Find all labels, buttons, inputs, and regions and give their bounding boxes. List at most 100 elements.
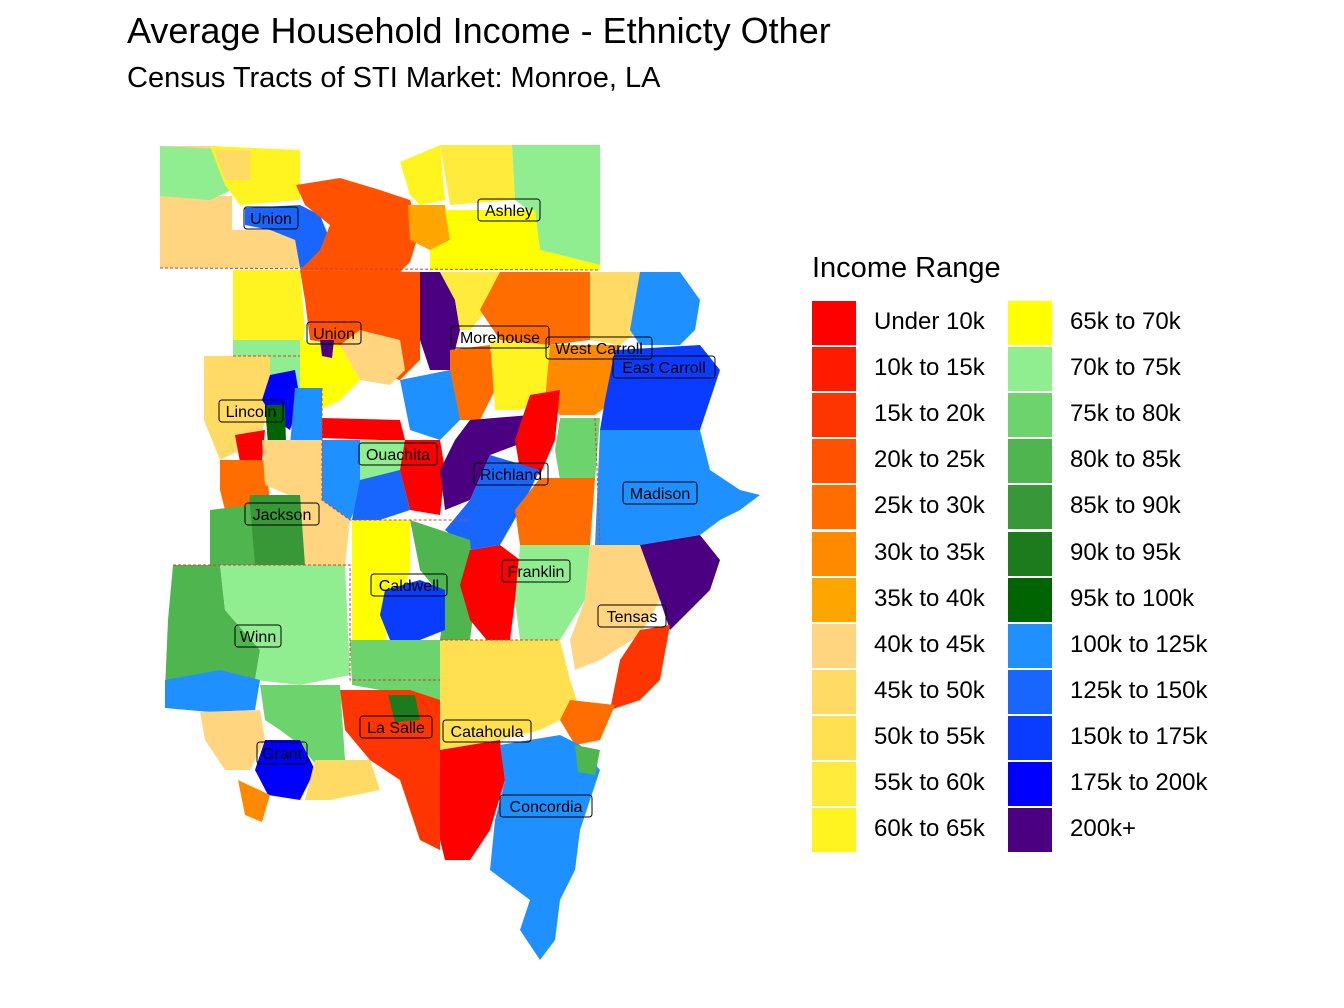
- legend-swatch: [1008, 393, 1052, 438]
- legend-swatch: [812, 531, 856, 576]
- boundary-line: [594, 417, 601, 546]
- legend-label: 25k to 30k: [874, 492, 985, 520]
- legend-label: 70k to 75k: [1070, 354, 1181, 382]
- tract-region: [200, 710, 265, 770]
- tract-region: [265, 405, 286, 445]
- svg-text:West Carroll: West Carroll: [555, 341, 643, 358]
- county-label: Jackson: [244, 502, 320, 526]
- tract-region: [640, 535, 720, 630]
- svg-text:Union: Union: [313, 326, 355, 343]
- legend-swatch: [1008, 623, 1052, 668]
- boundary-line: [321, 388, 470, 521]
- tract-region: [400, 440, 445, 515]
- svg-text:Tensas: Tensas: [607, 609, 658, 626]
- tract-region: [232, 230, 300, 268]
- tract-region: [210, 505, 255, 565]
- legend-label: 200k+: [1070, 815, 1137, 843]
- legend-swatch: [812, 577, 856, 622]
- tract-region: [305, 760, 380, 800]
- tract-region: [322, 418, 405, 440]
- svg-text:Winn: Winn: [240, 629, 276, 646]
- legend-label: 150k to 175k: [1070, 722, 1208, 750]
- tract-region: [595, 430, 760, 545]
- tract-region: [260, 685, 345, 770]
- legend-swatch: [1008, 762, 1052, 806]
- county-label: East Carroll: [612, 355, 716, 379]
- boundary-line: [173, 564, 440, 681]
- tract-region: [408, 205, 450, 250]
- svg-text:Union: Union: [250, 211, 292, 228]
- legend-label: 75k to 80k: [1070, 400, 1181, 428]
- tract-region: [388, 695, 420, 722]
- svg-text:Madison: Madison: [630, 486, 690, 503]
- tract-region: [400, 145, 445, 205]
- tract-region: [480, 272, 600, 345]
- tract-region: [630, 272, 700, 345]
- county-label: La Salle: [359, 715, 433, 739]
- tract-region: [450, 345, 495, 420]
- legend-label: 30k to 35k: [874, 538, 985, 566]
- svg-text:Ouachita: Ouachita: [366, 447, 430, 464]
- legend-swatch: [1008, 577, 1052, 622]
- svg-text:Lincoln: Lincoln: [226, 404, 277, 421]
- tract-region: [490, 735, 600, 960]
- legend-swatch: [1008, 347, 1052, 392]
- county-label: Franklin: [501, 559, 571, 583]
- tract-region: [515, 390, 560, 475]
- legend-label: 90k to 95k: [1070, 538, 1181, 566]
- tract-region: [165, 670, 260, 712]
- tract-region: [560, 700, 615, 745]
- tract-region: [235, 430, 265, 462]
- county-label: Union: [306, 321, 362, 345]
- county-label: Union: [243, 206, 299, 230]
- county-label: Madison: [622, 481, 698, 505]
- tract-region: [410, 520, 475, 640]
- county-label: Tensas: [597, 604, 667, 628]
- county-labels: Union Ashley Union Morehouse West Carrol…: [218, 198, 716, 818]
- legend-label: Under 10k: [874, 308, 985, 335]
- tract-region: [420, 272, 460, 370]
- tract-region: [515, 478, 595, 545]
- map-title: Average Household Income - Ethnicty Othe…: [127, 10, 831, 51]
- tract-region: [575, 745, 600, 775]
- tract-region: [245, 495, 305, 565]
- tract-region: [296, 178, 420, 272]
- legend-label: 45k to 50k: [874, 676, 985, 704]
- tract-region: [380, 580, 445, 640]
- county-label: Concordia: [499, 794, 593, 818]
- legend-label: 50k to 55k: [874, 722, 985, 750]
- tract-region: [515, 545, 590, 640]
- tract-region: [220, 565, 350, 685]
- legend-swatch: [1008, 485, 1052, 530]
- svg-text:La Salle: La Salle: [367, 720, 425, 737]
- tract-region: [352, 470, 410, 520]
- tract-region: [600, 345, 720, 430]
- legend-swatch: [812, 301, 856, 345]
- legend-label: 100k to 125k: [1070, 630, 1208, 658]
- legend-swatch: [1008, 301, 1052, 345]
- county-label: Ashley: [477, 198, 541, 222]
- choropleth-map: Union Ashley Union Morehouse West Carrol…: [159, 145, 760, 960]
- legend-swatch: [812, 762, 856, 806]
- boundary-line: [159, 267, 601, 271]
- tract-region: [545, 345, 620, 415]
- legend-label: 85k to 90k: [1070, 492, 1181, 520]
- legend-swatch: [1008, 669, 1052, 714]
- legend-swatch: [812, 715, 856, 760]
- svg-text:East Carroll: East Carroll: [622, 360, 706, 377]
- svg-text:Concordia: Concordia: [510, 799, 583, 816]
- tract-region: [590, 272, 640, 345]
- legend-swatch: [812, 347, 856, 392]
- county-label: Grant: [256, 741, 308, 765]
- legend-label: 60k to 65k: [874, 815, 985, 843]
- tract-region: [350, 640, 440, 700]
- county-label: West Carroll: [545, 336, 653, 360]
- legend-label: 20k to 25k: [874, 446, 985, 474]
- svg-text:Ashley: Ashley: [485, 203, 533, 220]
- tract-region: [245, 205, 330, 268]
- tract-region: [400, 370, 460, 440]
- legend-label: 40k to 45k: [874, 630, 985, 658]
- tract-region: [214, 150, 250, 180]
- legend-swatch: [1008, 808, 1052, 853]
- tract-region: [233, 270, 305, 360]
